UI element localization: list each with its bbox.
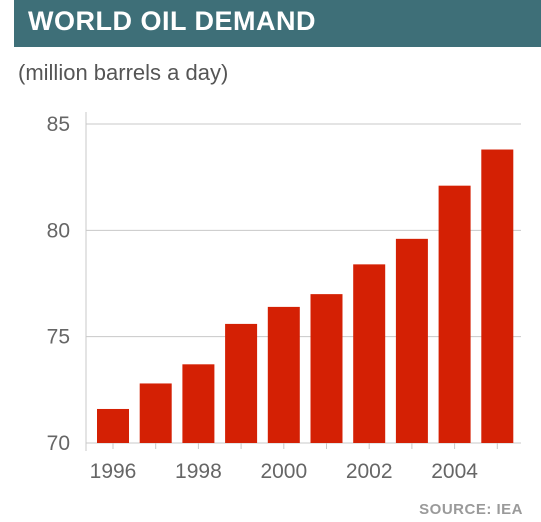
chart-subtitle: (million barrels a day) xyxy=(18,60,229,85)
bar-1998 xyxy=(182,364,215,443)
source-note: SOURCE: IEA xyxy=(419,501,523,518)
y-tick-labels: 70 75 80 85 xyxy=(47,113,70,455)
y-tick-label-75: 75 xyxy=(47,326,70,349)
chart-title: WORLD OIL DEMAND xyxy=(28,6,316,36)
bar-2000 xyxy=(267,306,300,443)
bar-1996 xyxy=(97,408,129,443)
x-tick-label-2004: 2004 xyxy=(431,460,478,483)
title-bar: WORLD OIL DEMAND xyxy=(14,0,541,47)
bar-2004 xyxy=(438,185,471,443)
bar-1997 xyxy=(139,383,172,443)
bar-2002 xyxy=(353,264,386,443)
x-tick-labels: 1996 1998 2000 2002 2004 xyxy=(90,460,479,483)
bar-2003 xyxy=(395,238,428,443)
axes xyxy=(85,112,498,451)
y-tick-label-70: 70 xyxy=(47,432,70,455)
x-tick-label-2000: 2000 xyxy=(260,460,307,483)
x-tick-label-2002: 2002 xyxy=(346,460,393,483)
y-tick-label-85: 85 xyxy=(47,113,70,136)
bar-2005 xyxy=(481,149,514,443)
x-tick-label-1996: 1996 xyxy=(90,460,137,483)
bars xyxy=(97,149,514,443)
x-tick-label-1998: 1998 xyxy=(175,460,222,483)
bar-1999 xyxy=(225,323,258,443)
bar-2001 xyxy=(310,294,343,443)
y-tick-label-80: 80 xyxy=(47,219,70,242)
